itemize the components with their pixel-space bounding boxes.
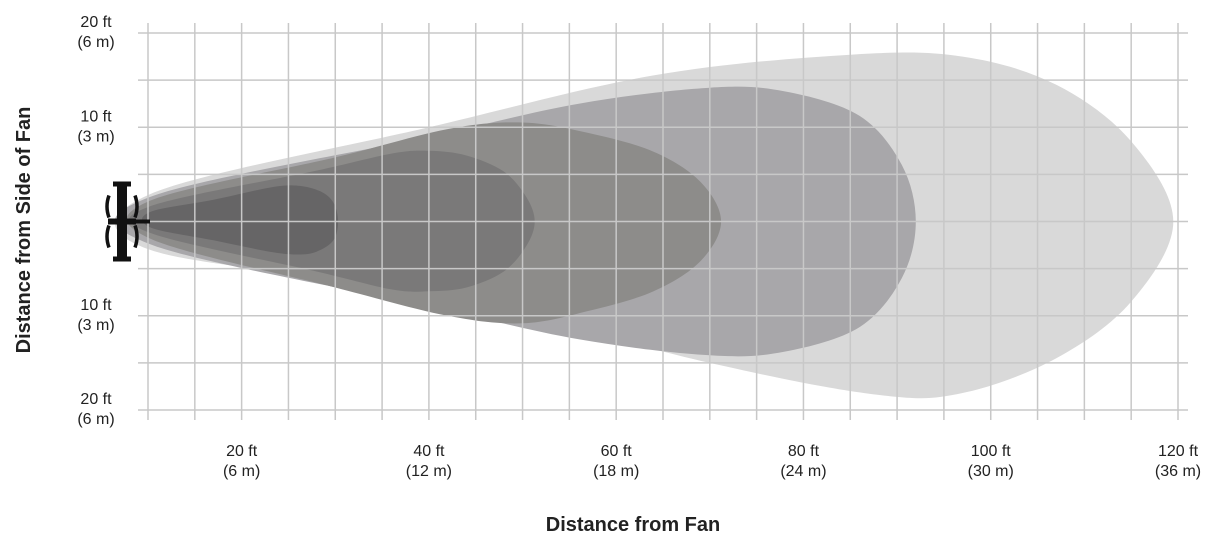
y-tick-sublabel: (3 m) [77, 317, 114, 334]
fan-mount [130, 219, 150, 224]
fan-icon [105, 181, 150, 262]
x-tick-label: 120 ft [1158, 443, 1199, 460]
fan-cap-bottom [113, 256, 131, 262]
x-axis-title: Distance from Fan [546, 514, 720, 536]
x-tick-label: 60 ft [601, 443, 633, 460]
y-tick-label: 10 ft [80, 297, 112, 314]
x-tick-sublabel: (30 m) [968, 463, 1014, 480]
y-tick-sublabel: (6 m) [77, 411, 114, 428]
x-tick-sublabel: (6 m) [223, 463, 260, 480]
grid [138, 23, 1188, 420]
x-tick-sublabel: (24 m) [780, 463, 826, 480]
y-tick-label: 20 ft [80, 391, 112, 408]
x-tick-sublabel: (12 m) [406, 463, 452, 480]
fan-blade-upper [105, 194, 139, 219]
y-axis-title: Distance from Side of Fan [13, 107, 35, 354]
fan-hub [108, 218, 136, 225]
y-tick-label: 20 ft [80, 14, 112, 31]
y-tick-sublabel: (6 m) [77, 34, 114, 51]
x-tick-label: 100 ft [971, 443, 1012, 460]
y-axis-ticks: 20 ft (6 m) 10 ft (3 m) 10 ft (3 m) 20 ft (6 m) [77, 14, 114, 428]
y-tick-label: 10 ft [80, 108, 112, 125]
coverage-areas [115, 52, 1174, 399]
x-tick-sublabel: (36 m) [1155, 463, 1201, 480]
fan-cap-top [113, 181, 131, 187]
x-tick-sublabel: (18 m) [593, 463, 639, 480]
x-tick-label: 20 ft [226, 443, 258, 460]
x-axis-ticks: 20 ft (6 m) 40 ft (12 m) 60 ft (18 m) 80 ft (24… [223, 443, 1201, 480]
fan-blade-lower [105, 224, 139, 249]
y-tick-sublabel: (3 m) [77, 128, 114, 145]
x-tick-label: 40 ft [413, 443, 445, 460]
x-tick-label: 80 ft [788, 443, 820, 460]
